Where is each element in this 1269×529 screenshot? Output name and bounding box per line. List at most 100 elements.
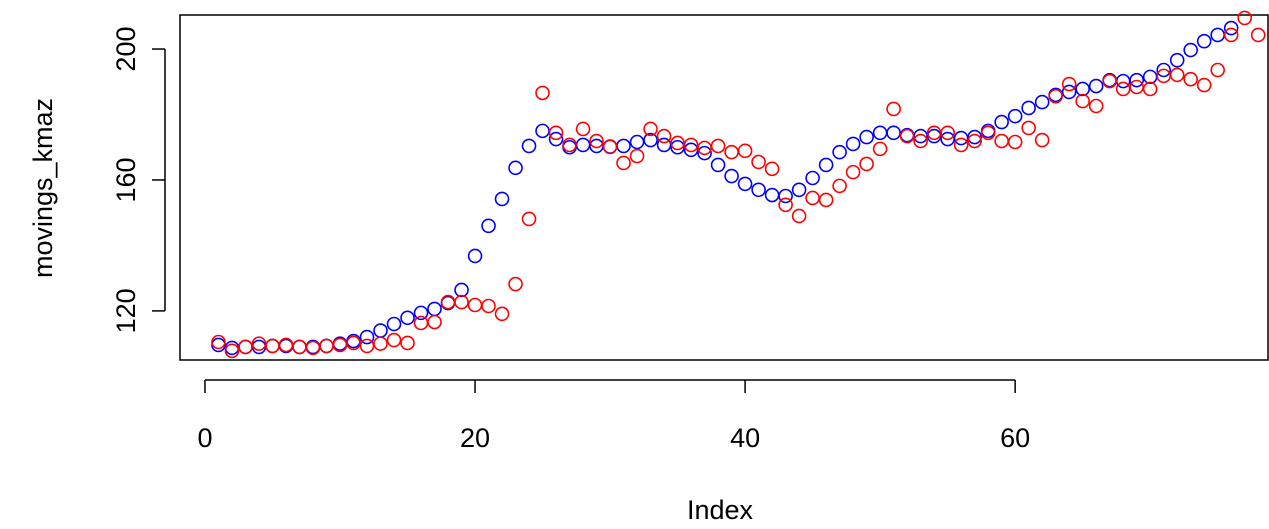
point — [440, 294, 456, 310]
point — [764, 187, 780, 203]
x-tick-label: 40 — [730, 423, 760, 453]
point — [967, 129, 982, 145]
point — [616, 138, 631, 154]
point — [1156, 62, 1171, 78]
x-tick-label: 0 — [197, 423, 212, 453]
point — [602, 139, 618, 155]
point — [1034, 132, 1050, 148]
point — [751, 182, 766, 198]
point — [508, 276, 523, 292]
y-tick-label: 160 — [111, 157, 141, 202]
point — [629, 148, 645, 164]
point — [278, 337, 294, 353]
point — [1183, 71, 1198, 87]
point — [926, 128, 942, 144]
point — [305, 340, 321, 356]
point — [1210, 62, 1225, 78]
point — [1075, 93, 1090, 109]
point — [427, 314, 442, 330]
point — [724, 168, 739, 184]
point — [1129, 72, 1144, 88]
point — [481, 218, 496, 234]
point — [454, 294, 469, 310]
point — [832, 178, 847, 194]
point — [427, 301, 442, 317]
point — [724, 144, 739, 160]
point — [224, 343, 240, 359]
point — [224, 340, 240, 356]
point — [994, 114, 1009, 130]
point — [1169, 52, 1185, 68]
y-tick-label: 120 — [111, 288, 141, 333]
x-axis-label: Index — [687, 495, 754, 525]
point — [494, 306, 510, 322]
point — [845, 164, 861, 180]
point — [346, 335, 361, 351]
point — [400, 335, 415, 351]
point — [1169, 67, 1185, 83]
point — [535, 85, 550, 101]
point — [1034, 94, 1050, 110]
point — [751, 154, 766, 170]
point — [238, 339, 253, 355]
point — [737, 176, 753, 192]
point — [413, 315, 429, 331]
point — [589, 133, 604, 149]
point — [562, 137, 577, 153]
point — [508, 160, 523, 176]
point — [670, 139, 685, 155]
point — [953, 137, 969, 153]
point — [1115, 81, 1131, 97]
point — [211, 334, 226, 350]
point — [265, 338, 280, 354]
point — [616, 155, 631, 171]
point — [1250, 27, 1266, 43]
point — [1237, 10, 1252, 26]
point — [413, 305, 429, 321]
point — [872, 141, 888, 157]
point — [373, 323, 388, 338]
point — [1196, 77, 1212, 93]
point — [1061, 76, 1077, 92]
point — [1075, 81, 1090, 97]
point — [899, 128, 915, 144]
point — [886, 125, 901, 141]
point — [913, 133, 928, 149]
point — [1061, 84, 1077, 100]
point — [1021, 100, 1036, 116]
point — [521, 211, 537, 227]
point — [251, 336, 267, 351]
point — [1021, 120, 1036, 136]
point — [251, 339, 267, 355]
point — [521, 138, 537, 154]
point — [778, 188, 793, 204]
point — [373, 336, 388, 351]
point — [994, 133, 1009, 149]
point — [643, 121, 658, 137]
point — [643, 132, 658, 148]
point — [1183, 42, 1198, 58]
point — [926, 125, 942, 141]
point — [697, 145, 712, 161]
point — [1007, 108, 1023, 124]
point — [791, 182, 807, 198]
point — [575, 137, 591, 153]
point — [845, 136, 861, 152]
point — [737, 143, 753, 159]
point — [359, 329, 375, 345]
point — [710, 157, 726, 173]
point — [535, 123, 550, 139]
point — [467, 297, 483, 313]
point — [1115, 73, 1131, 89]
point — [1088, 98, 1104, 114]
point — [980, 125, 996, 141]
point — [467, 248, 483, 264]
point — [481, 298, 496, 314]
y-axis-label: movings_kmaz — [28, 98, 58, 278]
x-tick-label: 20 — [460, 423, 490, 453]
point — [710, 138, 726, 154]
point — [548, 125, 564, 141]
plot-frame — [179, 14, 1269, 361]
point — [548, 131, 564, 147]
point — [764, 161, 780, 177]
